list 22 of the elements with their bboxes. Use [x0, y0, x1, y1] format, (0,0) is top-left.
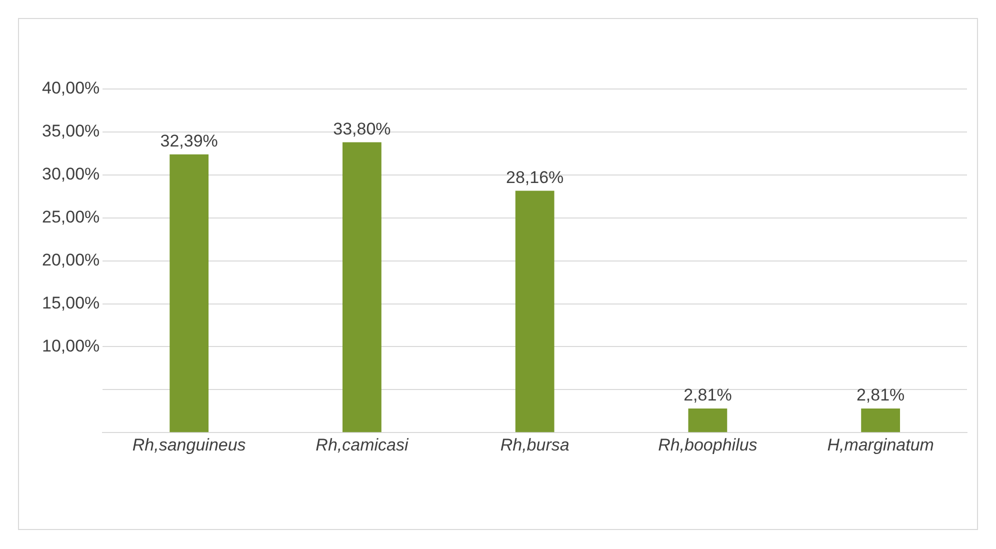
- x-tick-label: Rh,camicasi: [316, 436, 410, 455]
- bar: [861, 408, 900, 432]
- bar: [342, 142, 382, 432]
- y-tick-label: 15,00%: [42, 293, 100, 312]
- data-label: 28,16%: [506, 168, 564, 187]
- x-tick-label: Rh,boophilus: [658, 436, 758, 455]
- data-label: 33,80%: [333, 119, 391, 138]
- bar: [170, 154, 209, 432]
- y-tick-label: 40,00%: [42, 78, 100, 98]
- data-label: 2,81%: [684, 386, 732, 405]
- x-tick-label: Rh,sanguineus: [132, 436, 246, 455]
- x-tick-label: H,marginatum: [827, 436, 934, 455]
- data-label: 2,81%: [856, 386, 905, 405]
- y-tick-label: 30,00%: [42, 164, 100, 184]
- y-tick-label: 25,00%: [42, 208, 100, 227]
- y-tick-label: 10,00%: [42, 336, 100, 356]
- bar: [515, 190, 554, 432]
- bar: [688, 408, 728, 432]
- data-label: 32,39%: [160, 132, 218, 151]
- x-tick-label: Rh,bursa: [500, 436, 570, 455]
- y-tick-label: 35,00%: [42, 122, 100, 141]
- y-tick-label: 20,00%: [42, 250, 100, 270]
